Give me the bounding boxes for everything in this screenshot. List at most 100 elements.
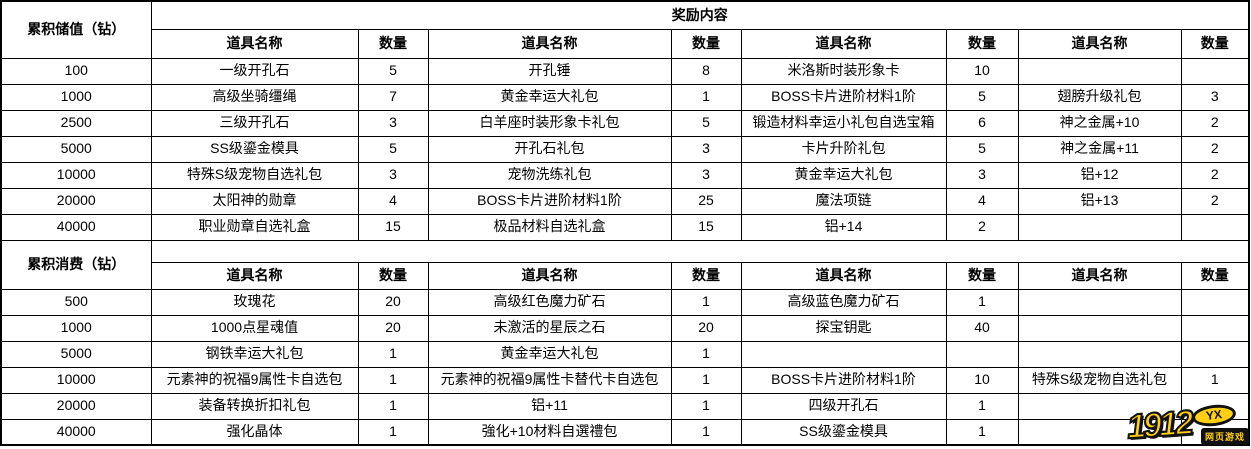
quantity-cell	[1180, 57, 1250, 85]
item-name-cell: 特殊S级宠物自选礼包	[1017, 366, 1182, 394]
section1-title: 累积储值（钻）	[0, 0, 152, 59]
quantity-cell: 1	[670, 83, 742, 111]
quantity-cell: 10	[945, 57, 1019, 85]
threshold-cell: 5000	[0, 135, 152, 163]
item-name-cell: 宠物洗练礼包	[427, 161, 672, 189]
table-row: 10000 元素神的祝福9属性卡自选包 1 元素神的祝福9属性卡替代卡自选包 1…	[0, 366, 1250, 394]
item-name-cell: 极品材料自选礼盒	[427, 213, 672, 241]
quantity-cell: 5	[357, 135, 429, 163]
quantity-cell: 25	[670, 187, 742, 215]
item-name-cell	[740, 340, 947, 368]
quantity-cell: 20	[357, 288, 429, 316]
item-name-cell: BOSS卡片进阶材料1阶	[740, 366, 947, 394]
table-row: 5000 SS级鎏金模具 5 开孔石礼包 3 卡片升阶礼包 5 神之金属+11 …	[0, 135, 1250, 163]
threshold-cell: 10000	[0, 366, 152, 394]
quantity-header: 数量	[357, 261, 429, 290]
quantity-cell: 3	[1180, 83, 1250, 111]
threshold-cell: 5000	[0, 340, 152, 368]
quantity-cell: 15	[357, 213, 429, 241]
item-name-cell: 黄金幸运大礼包	[740, 161, 947, 189]
table-row: 100 一级开孔石 5 开孔锤 8 米洛斯时装形象卡 10	[0, 57, 1250, 85]
quantity-cell: 8	[670, 57, 742, 85]
table-row: 10000 特殊S级宠物自选礼包 3 宠物洗练礼包 3 黄金幸运大礼包 3 铝+…	[0, 161, 1250, 189]
table-row: 1000 高级坐骑缰绳 7 黄金幸运大礼包 1 BOSS卡片进阶材料1阶 5 翅…	[0, 83, 1250, 111]
item-name-cell: 神之金属+10	[1017, 109, 1182, 137]
quantity-cell: 3	[670, 161, 742, 189]
logo-webgame-badge: 网页游戏	[1200, 428, 1249, 445]
logo-1912-text: 1912	[1125, 403, 1193, 447]
quantity-header: 数量	[945, 28, 1019, 59]
quantity-cell: 3	[357, 109, 429, 137]
quantity-cell: 1	[670, 392, 742, 420]
quantity-header: 数量	[1180, 28, 1250, 59]
item-name-cell: 卡片升阶礼包	[740, 135, 947, 163]
reward-banner: 奖励内容	[150, 0, 1250, 30]
table-row: 40000 职业勋章自选礼盒 15 极品材料自选礼盒 15 铝+14 2	[0, 213, 1250, 241]
threshold-cell: 100	[0, 57, 152, 85]
quantity-cell: 1	[357, 418, 429, 446]
item-name-cell: 职业勋章自选礼盒	[150, 213, 359, 241]
item-name-cell	[1017, 314, 1182, 342]
quantity-cell	[945, 340, 1019, 368]
item-name-cell: 高级坐骑缰绳	[150, 83, 359, 111]
quantity-cell: 2	[1180, 187, 1250, 215]
quantity-cell: 2	[1180, 109, 1250, 137]
item-name-cell: 装备转换折扣礼包	[150, 392, 359, 420]
quantity-header: 数量	[670, 28, 742, 59]
quantity-cell: 1	[357, 340, 429, 368]
item-name-cell	[1017, 288, 1182, 316]
item-name-cell: 一级开孔石	[150, 57, 359, 85]
item-name-cell: SS级鎏金模具	[740, 418, 947, 446]
quantity-cell: 5	[670, 109, 742, 137]
quantity-header: 数量	[357, 28, 429, 59]
item-name-cell: BOSS卡片进阶材料1阶	[740, 83, 947, 111]
item-name-cell: 元素神的祝福9属性卡替代卡自选包	[427, 366, 672, 394]
item-name-cell: 钢铁幸运大礼包	[150, 340, 359, 368]
item-name-cell: 米洛斯时装形象卡	[740, 57, 947, 85]
quantity-cell: 2	[945, 213, 1019, 241]
quantity-cell: 15	[670, 213, 742, 241]
item-name-cell: 特殊S级宠物自选礼包	[150, 161, 359, 189]
item-name-cell: 玫瑰花	[150, 288, 359, 316]
item-name-header: 道具名称	[150, 261, 359, 290]
table-row: 累积储值（钻） 奖励内容	[0, 0, 1250, 59]
table-row: 20000 太阳神的勋章 4 BOSS卡片进阶材料1阶 25 魔法项链 4 铝+…	[0, 187, 1250, 215]
quantity-cell: 20	[670, 314, 742, 342]
quantity-cell	[1180, 340, 1250, 368]
table-row: 40000 强化晶体 1 強化+10材料自選禮包 1 SS级鎏金模具 1	[0, 418, 1250, 446]
quantity-cell: 1	[357, 366, 429, 394]
item-name-cell: 神之金属+11	[1017, 135, 1182, 163]
item-name-header: 道具名称	[740, 261, 947, 290]
empty-banner-cell	[150, 239, 1250, 263]
threshold-cell: 10000	[0, 161, 152, 189]
quantity-cell: 1	[670, 366, 742, 394]
item-name-header: 道具名称	[427, 28, 672, 59]
logo-1912yx: 1912 YX 网页游戏	[1125, 402, 1249, 447]
item-name-cell: 三级开孔石	[150, 109, 359, 137]
table-row: 道具名称 数量 道具名称 数量 道具名称 数量 道具名称 数量	[1, 28, 1250, 59]
quantity-cell: 20	[357, 314, 429, 342]
quantity-cell: 6	[945, 109, 1019, 137]
item-name-cell: 翅膀升级礼包	[1017, 83, 1182, 111]
item-name-cell: 魔法项链	[740, 187, 947, 215]
item-name-cell	[1017, 340, 1182, 368]
quantity-cell: 1	[1180, 366, 1250, 394]
quantity-cell: 1	[670, 418, 742, 446]
table-row: 5000 钢铁幸运大礼包 1 黄金幸运大礼包 1	[0, 340, 1250, 368]
quantity-cell	[1180, 213, 1250, 241]
item-name-cell: 铝+11	[427, 392, 672, 420]
item-name-cell: 锻造材料幸运小礼包自选宝箱	[740, 109, 947, 137]
item-name-cell: 未激活的星辰之石	[427, 314, 672, 342]
item-name-cell: 高级蓝色魔力矿石	[740, 288, 947, 316]
quantity-header: 数量	[670, 261, 742, 290]
quantity-cell	[1180, 314, 1250, 342]
quantity-cell: 1	[670, 288, 742, 316]
threshold-cell: 40000	[0, 418, 152, 446]
quantity-cell: 1	[945, 288, 1019, 316]
item-name-cell	[1017, 213, 1182, 241]
item-name-cell: 铝+13	[1017, 187, 1182, 215]
item-name-cell: 1000点星魂值	[150, 314, 359, 342]
quantity-cell: 5	[945, 83, 1019, 111]
threshold-cell: 20000	[0, 392, 152, 420]
